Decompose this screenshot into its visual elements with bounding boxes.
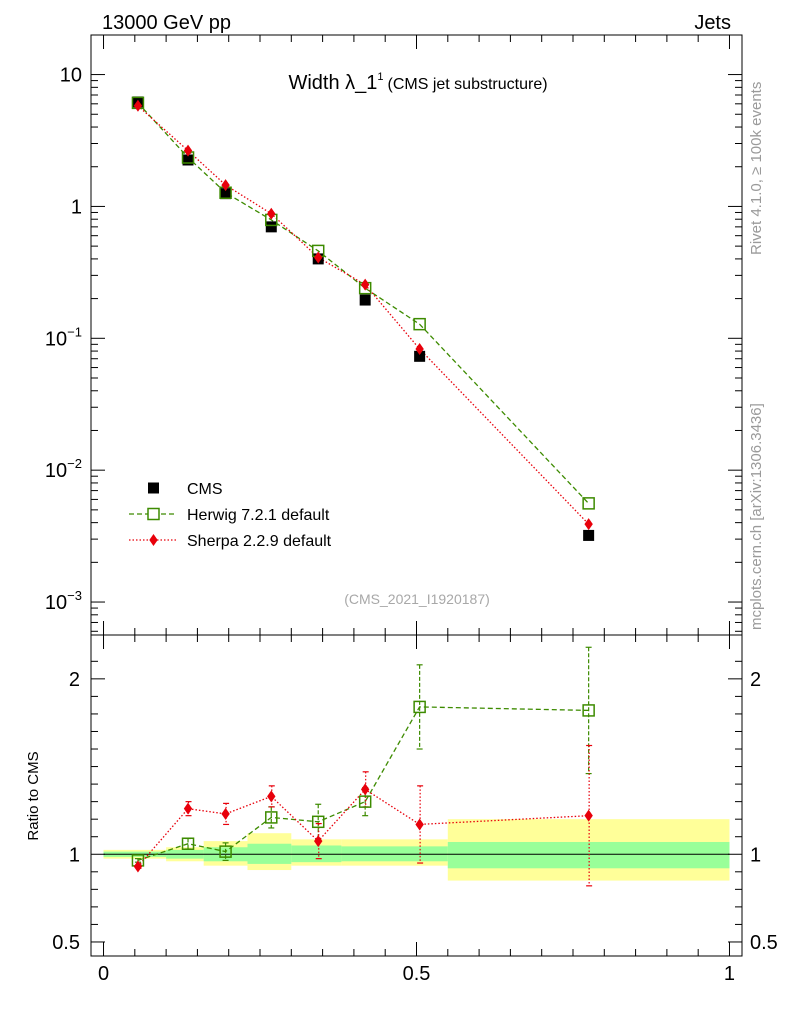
main-y-tick-label: 10 [60,65,82,87]
sherpa-ratio-point [584,809,593,822]
main-y-tick-base: 10 [45,592,67,614]
sherpa-point [221,179,230,192]
sherpa-ratio-point [133,860,143,873]
cms-point [182,154,194,166]
cms-point [265,221,277,233]
ratio-y-tick-label-left: 0.5 [52,932,80,954]
sherpa-point [267,207,276,220]
legend-cms-marker [148,482,159,494]
legend-cms-label: CMS [187,481,223,498]
sherpa-ratio-point [183,802,193,815]
ratio-plot: 0.5 0.5 1 1 2 2 Ratio to CMS [25,634,778,957]
sherpa-point [183,144,193,157]
legend: CMS Herwig 7.2.1 default Sherpa 2.2.9 defa… [129,481,332,550]
watermark: (CMS_2021_I1920187) [344,591,490,607]
sherpa-point [314,251,323,264]
herwig-ratio-point [265,811,278,824]
main-y-tick-base: 10 [60,65,82,87]
herwig-ratio-point [582,704,595,717]
x-tick-label: 0 [98,963,109,985]
herwig-point [413,317,426,331]
sherpa-ratio-point [267,790,276,803]
main-y-tick-label: 10−2 [45,456,82,482]
ratio-y-tick-label-right: 0.5 [750,932,778,954]
ratio-series [131,646,595,887]
herwig-ratio-point [219,845,232,858]
ratio-uncertainty-bands [103,819,730,881]
main-y-tick-exponent: −1 [67,324,82,339]
main-plot: Width λ_11 (CMS jet substructure) (CMS_20… [45,34,743,636]
herwig-ratio-point [413,700,426,714]
herwig-ratio-point [358,795,372,808]
main-y-tick-base: 10 [45,328,67,350]
main-y-tick-label: 10−3 [45,588,82,614]
herwig-point [582,497,595,510]
sherpa-point [415,342,424,355]
sherpa-point [133,99,143,112]
main-y-tick-base: 1 [71,196,82,218]
sherpa-point [360,278,370,291]
ratio-y-tick-label-right: 1 [750,844,761,866]
ratio-y-tick-label-right: 2 [750,669,761,691]
header-left-label: 13000 GeV pp [102,12,231,34]
sherpa-point [584,518,593,531]
ratio-y-tick-label-left: 1 [69,844,80,866]
cms-point [220,188,232,200]
ratio-y-tick-label-left: 2 [69,669,80,691]
main-axis-ticks: 10210110−110−210−3 [45,65,742,632]
sherpa-ratio-point [360,783,370,796]
legend-sherpa-marker [149,534,158,546]
main-series [131,96,595,541]
sherpa-ratio-point [221,807,230,820]
cms-point [583,529,595,541]
sherpa-ratio-point [415,818,424,831]
plot-title: Width λ_11 (CMS jet substructure) [288,71,547,94]
header-right-label: Jets [694,12,731,34]
plot-title-superscript: 1 [377,71,383,83]
ratio-y-axis-label: Ratio to CMS [25,751,42,840]
main-y-tick-label: 10−1 [45,324,82,350]
mcplots-side-label: mcplots.cern.ch [arXiv:1306.3436] [748,403,765,630]
x-tick-label: 0.5 [403,963,431,985]
cms-point [414,350,426,362]
main-y-tick-label: 1 [71,196,82,218]
legend-herwig-marker [147,507,160,521]
main-y-tick-exponent: −3 [67,588,82,603]
herwig-ratio-point [181,837,195,850]
sherpa-ratio-point [314,835,323,848]
ratio-axis-ticks: 0.5 0.5 1 1 2 2 [52,660,778,954]
cms-point [359,294,371,306]
ratio-plot-frame [90,634,743,957]
plot-title-main: Width λ_1 [288,72,377,94]
herwig-ratio-point [311,815,325,829]
x-tick-label: 1 [724,963,735,985]
x-axis-ticks: 0 0.5 1 [98,35,735,985]
plot-title-subtitle: (CMS jet substructure) [388,76,548,93]
main-y-tick-exponent: −2 [67,456,82,471]
legend-sherpa-label: Sherpa 2.2.9 default [187,533,332,550]
sherpa-line [137,105,590,525]
rivet-side-label: Rivet 4.1.0, ≥ 100k events [748,82,765,255]
legend-herwig-label: Herwig 7.2.1 default [187,507,330,524]
main-y-tick-base: 10 [45,460,67,482]
